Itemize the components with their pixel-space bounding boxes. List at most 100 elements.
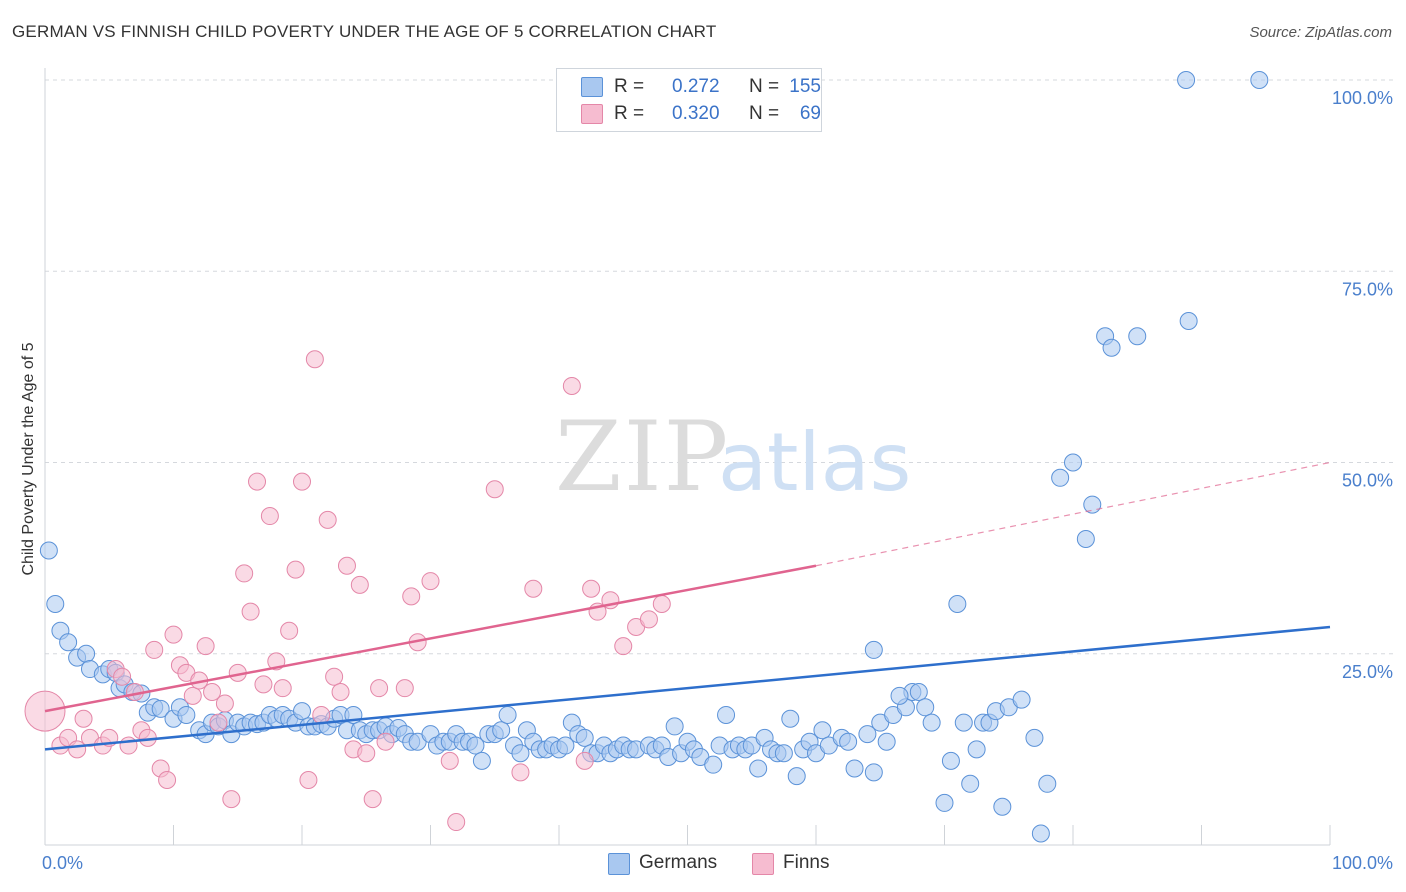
data-point-finns	[286, 560, 305, 579]
data-point-germans	[1051, 468, 1070, 487]
data-point-germans	[1250, 71, 1269, 89]
data-point-finns	[511, 763, 530, 782]
legend-label-finns: Finns	[783, 852, 830, 873]
data-point-germans	[845, 759, 864, 778]
data-point-finns	[113, 667, 132, 686]
y-tick-label: 75.0%	[1342, 279, 1393, 299]
data-point-germans	[472, 751, 491, 770]
data-point-finns	[485, 480, 504, 499]
data-point-finns	[421, 572, 440, 591]
data-point-finns	[402, 587, 421, 606]
data-point-finns	[524, 579, 543, 598]
data-point-germans	[665, 717, 684, 736]
data-point-germans	[1076, 530, 1095, 548]
data-point-germans	[1179, 311, 1198, 330]
legend-r-label: R =	[614, 103, 645, 124]
data-point-germans	[293, 702, 311, 721]
data-point-germans	[993, 797, 1012, 816]
data-point-finns	[183, 686, 202, 705]
data-point-germans	[961, 774, 980, 793]
data-point-germans	[749, 759, 768, 778]
data-point-finns	[145, 640, 164, 659]
data-point-germans	[1128, 327, 1147, 346]
data-point-germans	[1083, 495, 1102, 514]
data-point-finns	[575, 751, 594, 770]
data-point-germans	[1038, 774, 1057, 793]
legend-swatch-germans	[581, 77, 603, 97]
data-point-germans	[1102, 338, 1121, 357]
x-tick-label: 0.0%	[42, 853, 83, 873]
data-point-germans	[774, 744, 793, 763]
watermark-atlas: atlas	[718, 416, 911, 509]
data-point-finns	[312, 705, 331, 724]
data-point-germans	[1177, 71, 1196, 89]
data-point-germans	[498, 705, 517, 724]
trend-line-germans	[44, 625, 1331, 751]
data-point-germans	[492, 721, 511, 740]
data-point-finns	[350, 575, 369, 594]
data-point-germans	[890, 686, 909, 705]
data-point-finns	[357, 744, 376, 763]
data-point-finns	[652, 595, 671, 614]
y-tick-label: 25.0%	[1342, 662, 1393, 682]
data-point-finns	[222, 790, 241, 809]
data-point-germans	[916, 698, 935, 717]
data-point-germans	[967, 740, 986, 759]
data-point-germans	[466, 736, 485, 755]
data-point-finns	[235, 564, 254, 583]
data-point-finns	[582, 579, 601, 598]
data-point-finns	[215, 694, 234, 713]
data-point-finns	[248, 472, 267, 491]
data-point-finns	[614, 637, 633, 656]
data-point-germans	[177, 705, 196, 724]
data-point-germans	[813, 721, 832, 740]
data-point-finns	[273, 679, 292, 698]
data-point-germans	[877, 732, 896, 751]
data-point-finns	[305, 350, 324, 369]
data-point-germans	[864, 640, 883, 659]
chart-title: GERMAN VS FINNISH CHILD POVERTY UNDER TH…	[12, 22, 717, 41]
data-point-germans	[717, 705, 736, 724]
data-point-germans	[511, 744, 530, 763]
data-point-germans	[948, 595, 967, 614]
data-point-finns	[241, 602, 260, 621]
legend-r-value: 0.272	[672, 76, 720, 97]
y-tick-label: 100.0%	[1332, 88, 1393, 108]
y-tick-label: 50.0%	[1342, 471, 1393, 491]
data-point-germans	[909, 683, 928, 701]
data-point-germans	[59, 633, 78, 652]
data-point-germans	[935, 793, 954, 812]
legend-swatch-finns	[752, 853, 774, 875]
legend-n-label: N =	[749, 103, 780, 124]
data-point-finns	[299, 770, 318, 789]
data-point-finns	[370, 679, 389, 698]
trend-line-finns	[44, 564, 817, 713]
data-point-finns	[331, 683, 350, 701]
correlation-legend: R = 0.272 N = 155 R = 0.320 N = 69	[556, 68, 822, 132]
legend-n-value: 69	[799, 103, 821, 124]
data-point-finns	[158, 770, 177, 789]
data-point-germans	[46, 595, 65, 614]
data-point-finns	[395, 679, 414, 698]
x-tick-label: 100.0%	[1332, 853, 1393, 873]
data-point-germans	[77, 644, 96, 663]
data-point-germans	[941, 751, 960, 770]
data-point-germans	[556, 736, 575, 755]
trend-lines	[44, 461, 1331, 751]
data-point-finns	[337, 556, 356, 575]
data-point-germans	[787, 767, 806, 786]
data-point-germans	[864, 763, 883, 782]
data-point-germans	[1031, 824, 1050, 843]
data-point-finns	[196, 637, 215, 656]
data-point-finns	[74, 709, 93, 728]
data-point-germans	[39, 541, 58, 560]
legend-n-label: N =	[749, 76, 780, 97]
data-point-finns	[203, 683, 222, 701]
data-point-germans	[781, 709, 800, 728]
data-point-germans	[704, 755, 723, 774]
data-point-finns	[260, 507, 279, 526]
source-label: Source: ZipAtlas.com	[1249, 24, 1392, 41]
data-point-finns	[440, 751, 459, 770]
data-point-germans	[575, 728, 594, 747]
